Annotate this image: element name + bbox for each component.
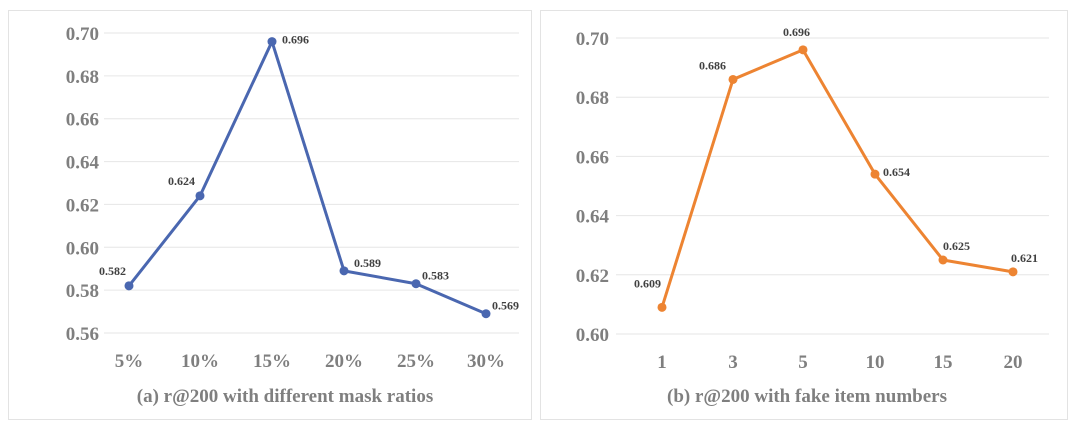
chart-mask-ratios: 0.56 0.58 0.60 0.62 0.64 0.66 0.68 0.70 5% 10% 15%…: [66, 24, 519, 407]
data-point: [411, 279, 421, 289]
series-line: [127, 40, 487, 316]
x-tick-label: 15: [934, 352, 953, 373]
y-tick-label: 0.62: [576, 266, 609, 287]
data-label: 0.624: [168, 174, 195, 188]
chart-caption: (b) r@200 with fake item numbers: [667, 386, 947, 407]
y-tick-label: 0.64: [66, 153, 100, 174]
y-tick-label: 0.64: [576, 207, 610, 228]
chart-panel-mask-ratios: 0.56 0.58 0.60 0.62 0.64 0.66 0.68 0.70 5% 10% 15%…: [8, 10, 532, 420]
data-label: 0.582: [99, 264, 126, 278]
data-label: 0.569: [492, 299, 519, 313]
data-label: 0.696: [783, 25, 810, 39]
data-point: [481, 309, 491, 319]
chart-panel-fake-items: 0.60 0.62 0.64 0.66 0.68 0.70 1 3 5 10 15 20 0.609 0.…: [540, 10, 1068, 420]
series-line: [660, 48, 1014, 308]
data-label: 0.583: [422, 269, 449, 283]
data-point: [657, 302, 667, 312]
data-label: 0.609: [634, 276, 661, 290]
data-point: [1008, 267, 1018, 277]
y-tick-label: 0.70: [576, 29, 609, 50]
x-tick-label: 10%: [181, 351, 219, 372]
y-tick-label: 0.66: [66, 110, 99, 131]
x-tick-label: 20: [1004, 352, 1023, 373]
x-tick-label: 10: [866, 352, 885, 373]
data-point: [267, 37, 277, 47]
data-label: 0.696: [282, 33, 309, 47]
data-point: [124, 281, 134, 291]
data-point: [195, 191, 205, 201]
x-tick-label: 1: [657, 352, 667, 373]
x-tick-label: 20%: [325, 351, 363, 372]
y-tick-label: 0.60: [66, 238, 99, 259]
data-point: [339, 266, 349, 276]
y-tick-label: 0.68: [576, 88, 609, 109]
y-tick-label: 0.70: [66, 24, 99, 45]
data-label: 0.621: [1011, 251, 1038, 265]
data-point: [798, 45, 808, 55]
y-tick-label: 0.56: [66, 324, 99, 345]
y-tick-label: 0.66: [576, 147, 609, 168]
data-point: [870, 169, 880, 179]
data-point: [728, 74, 738, 84]
data-point: [938, 255, 948, 265]
data-label: 0.625: [943, 239, 970, 253]
x-tick-label: 5: [798, 352, 808, 373]
y-tick-label: 0.68: [66, 67, 99, 88]
data-label: 0.686: [699, 58, 726, 72]
x-tick-label: 30%: [467, 351, 505, 372]
data-label: 0.654: [883, 165, 910, 179]
chart-caption: (a) r@200 with different mask ratios: [137, 386, 433, 407]
x-tick-label: 25%: [397, 351, 435, 372]
data-label: 0.589: [354, 256, 381, 270]
x-tick-label: 3: [728, 352, 738, 373]
y-tick-label: 0.62: [66, 195, 99, 216]
y-tick-label: 0.60: [576, 325, 609, 346]
x-tick-label: 5%: [115, 351, 144, 372]
y-tick-label: 0.58: [66, 281, 99, 302]
x-tick-label: 15%: [253, 351, 291, 372]
chart-fake-items: 0.60 0.62 0.64 0.66 0.68 0.70 1 3 5 10 15 20 0.609 0.…: [576, 25, 1049, 407]
